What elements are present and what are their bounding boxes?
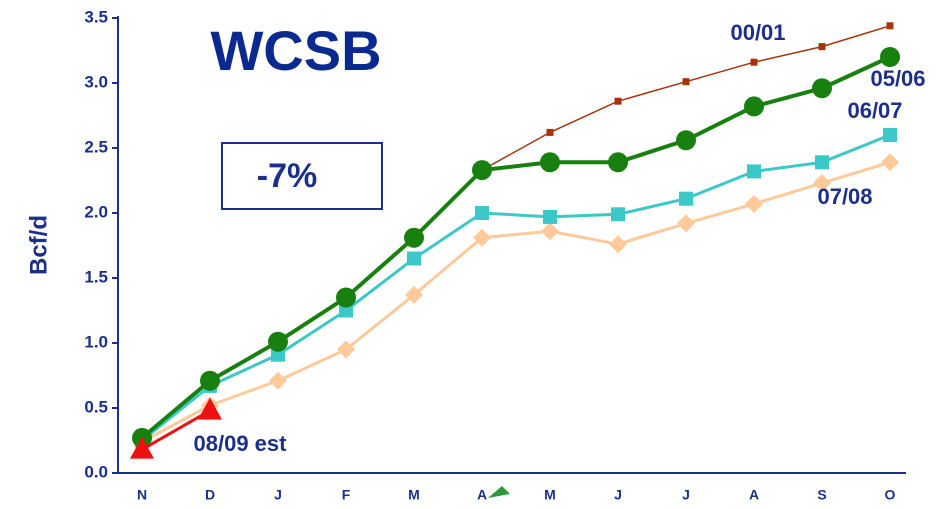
x-tick-label: F (342, 487, 351, 503)
series-line (141, 160, 891, 444)
marker (750, 58, 758, 66)
x-tick-label: M (544, 487, 556, 503)
marker (404, 227, 424, 248)
marker (747, 164, 761, 179)
x-tick-label: D (205, 487, 215, 503)
marker (614, 97, 622, 105)
marker (475, 206, 489, 220)
marker (818, 43, 826, 51)
x-tick-label: J (682, 487, 690, 503)
series-label: 08/09 est (194, 431, 288, 456)
marker (744, 96, 764, 117)
annotation: -7% (257, 157, 317, 195)
y-tick-label: 3.0 (84, 72, 108, 91)
marker (611, 207, 625, 222)
y-axis-label: Bcf/d (25, 215, 52, 275)
marker (541, 222, 559, 241)
y-tick-label: 2.0 (84, 202, 108, 221)
marker (130, 436, 154, 459)
marker (339, 303, 353, 318)
marker (198, 397, 222, 420)
x-tick-label: O (885, 487, 896, 503)
marker (682, 78, 690, 86)
marker (407, 251, 421, 266)
marker (540, 152, 560, 173)
x-tick-label: A (477, 487, 487, 503)
x-tick-label: N (137, 487, 147, 503)
marker (676, 130, 696, 151)
chart-title: WCSB (210, 19, 381, 82)
marker (472, 160, 492, 181)
marker (405, 285, 423, 304)
marker (608, 152, 628, 173)
marker (543, 209, 557, 224)
y-tick-label: 2.5 (84, 137, 108, 156)
marker (812, 78, 832, 99)
y-tick-label: 3.5 (84, 7, 108, 26)
marker (677, 214, 695, 233)
icon (488, 486, 510, 498)
marker (269, 371, 287, 390)
series-label: 06/07 (847, 98, 902, 123)
series-label: 00/01 (730, 20, 785, 45)
y-tick-label: 1.0 (84, 332, 108, 351)
marker (271, 347, 285, 362)
marker (337, 340, 355, 359)
marker (268, 331, 288, 352)
marker (745, 194, 763, 213)
x-tick-label: M (408, 487, 420, 503)
marker (679, 191, 693, 206)
marker (880, 47, 900, 67)
x-tick-label: S (817, 487, 826, 503)
marker (883, 128, 897, 142)
x-tick-label: J (274, 487, 282, 503)
marker (336, 287, 356, 308)
series-line (141, 133, 891, 442)
series-line (141, 409, 211, 451)
y-tick-label: 0.5 (84, 397, 108, 416)
x-tick-label: A (749, 487, 759, 503)
marker (815, 155, 829, 170)
marker (546, 128, 554, 136)
marker (609, 235, 627, 254)
series-label: 07/08 (817, 184, 872, 209)
marker (886, 22, 894, 30)
marker (881, 153, 899, 172)
y-tick-label: 0.0 (84, 462, 108, 481)
marker (813, 174, 831, 193)
series-line (140, 55, 891, 440)
annotation-box (221, 142, 383, 210)
y-tick-label: 1.5 (84, 267, 108, 286)
marker (200, 370, 220, 391)
series-label: 05/06 (870, 66, 925, 91)
x-tick-label: J (614, 487, 622, 503)
marker (473, 228, 491, 247)
